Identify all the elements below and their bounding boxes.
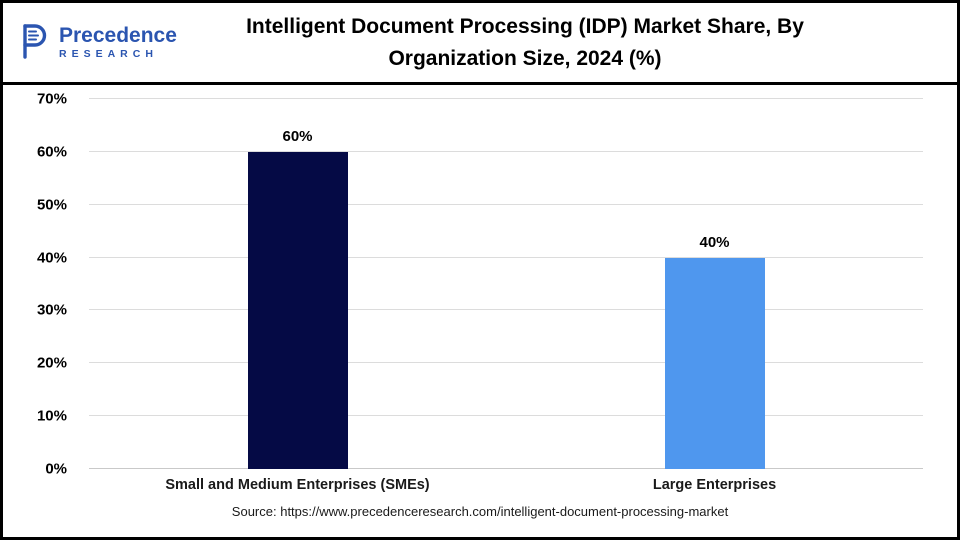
bar-0	[247, 151, 348, 469]
source-text: Source: https://www.precedenceresearch.c…	[231, 504, 729, 519]
precedence-logo: Precedence RESEARCH	[19, 21, 209, 64]
gridline-20	[89, 362, 923, 364]
gridline-10	[89, 415, 923, 417]
y-tick-label-40: 40%	[36, 249, 67, 267]
y-tick-label-30: 30%	[36, 301, 67, 319]
y-tick-label-60: 60%	[36, 143, 67, 161]
bar-value-label-0: 60%	[282, 127, 313, 145]
y-tick-label-10: 10%	[36, 407, 67, 425]
y-tick-label-20: 20%	[36, 354, 67, 372]
y-tick-label-50: 50%	[36, 196, 67, 214]
x-axis-labels: Small and Medium Enterprises (SMEs) Large…	[89, 469, 923, 497]
plot-area: 60% 40%	[89, 98, 923, 469]
bar-1	[664, 257, 765, 469]
precedence-logo-icon	[19, 21, 53, 64]
gridline-60	[89, 150, 923, 152]
header: Precedence RESEARCH Intelligent Document…	[3, 3, 957, 85]
y-axis: 0% 10% 20% 30% 40% 50% 60% 70%	[17, 91, 79, 478]
bar-chart: 0% 10% 20% 30% 40% 50% 60% 70% 60% 40%	[17, 91, 923, 478]
x-axis-label-0: Small and Medium Enterprises (SMEs)	[165, 477, 430, 493]
logo-text: Precedence RESEARCH	[59, 23, 177, 61]
chart-title: Intelligent Document Processing (IDP) Ma…	[246, 15, 804, 70]
logo-text-line1: Precedence	[59, 23, 177, 47]
x-axis-label-1: Large Enterprises	[652, 477, 777, 493]
chart-area: 0% 10% 20% 30% 40% 50% 60% 70% 60% 40% Small and…	[3, 85, 957, 497]
footer: Source: https://www.precedenceresearch.c…	[3, 497, 957, 537]
logo-text-line2: RESEARCH	[59, 48, 158, 61]
gridline-40	[89, 256, 923, 258]
y-tick-label-0: 0%	[45, 460, 67, 478]
gridline-50	[89, 203, 923, 205]
gridline-70	[89, 98, 923, 99]
bar-group-0: 60%	[243, 99, 353, 469]
y-tick-label-70: 70%	[36, 90, 67, 108]
bar-group-1: 40%	[660, 99, 770, 469]
bar-value-label-1: 40%	[699, 233, 730, 251]
gridline-0	[89, 468, 923, 469]
gridline-30	[89, 309, 923, 311]
